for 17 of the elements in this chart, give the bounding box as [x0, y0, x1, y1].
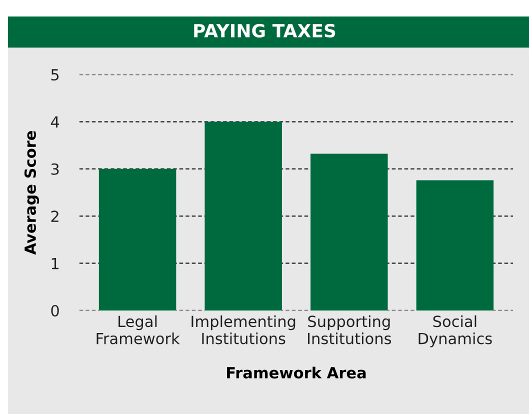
y-axis-title: Average Score [24, 131, 40, 255]
y-tick-label: 2 [51, 210, 58, 222]
x-tick-label: Supporting Institutions [308, 315, 392, 344]
bar [310, 154, 388, 310]
y-tick-label: 0 [51, 304, 59, 317]
y-tick-label: 1 [52, 258, 58, 270]
bar [416, 180, 494, 310]
y-tick-label: 3 [51, 163, 59, 175]
y-tick-label: 4 [50, 116, 60, 128]
x-axis-title: Framework Area [227, 366, 366, 379]
bar [98, 168, 176, 310]
y-tick-label: 5 [51, 69, 59, 81]
chart-title: PAYING TAXES [194, 24, 336, 38]
x-tick-label: Social Dynamics [418, 315, 492, 348]
x-tick-label: Legal Framework [96, 315, 180, 344]
x-tick-label: Implementing Institutions [192, 315, 296, 344]
bar [204, 122, 282, 310]
